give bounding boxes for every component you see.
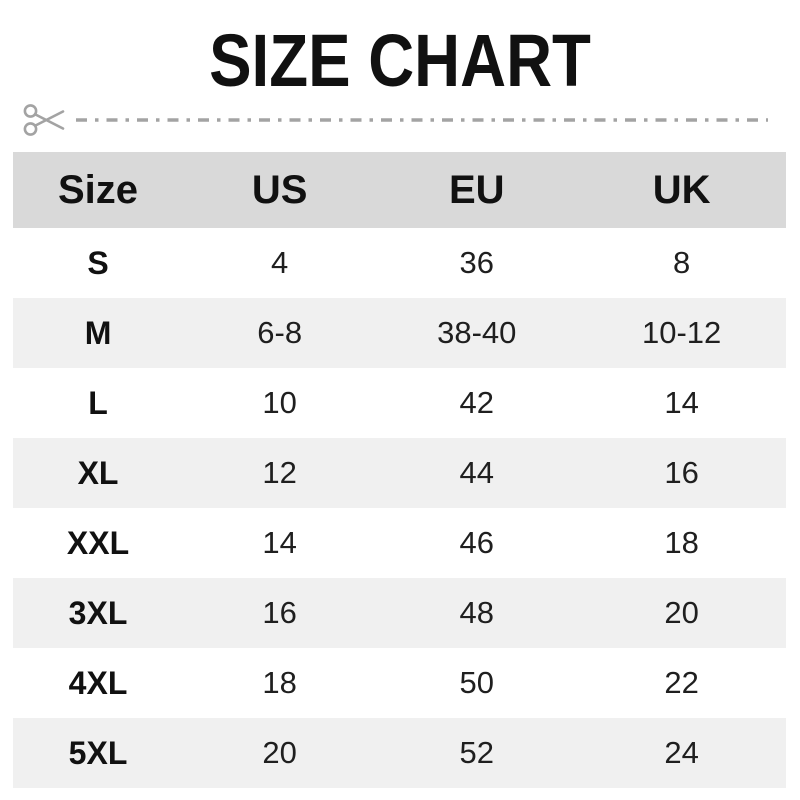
size-cell: 4XL [68,664,128,701]
eu-cell: 44 [459,455,495,490]
uk-cell: 24 [664,735,699,770]
us-cell: 6-8 [257,315,303,350]
scissors-icon [23,104,65,136]
size-chart-table: Size US EU UK S 4 36 8 M 6-8 38-40 10-12… [13,152,786,788]
us-cell: 16 [262,595,297,630]
size-cell: XL [77,454,119,491]
column-header-us: US [183,152,377,228]
dashed-cut-line [76,118,768,122]
size-cell: M [84,314,112,351]
cut-line [22,101,768,139]
uk-cell: 14 [664,385,699,420]
table-row: M 6-8 38-40 10-12 [13,298,786,368]
us-cell: 4 [271,245,289,280]
table-row: 5XL 20 52 24 [13,718,786,788]
page-title: SIZE CHART [0,24,800,98]
uk-cell: 22 [664,665,699,700]
table-row: 3XL 16 48 20 [13,578,786,648]
size-cell: S [87,244,109,281]
table-row: XL 12 44 16 [13,438,786,508]
us-cell: 20 [262,735,297,770]
us-cell: 10 [262,385,297,420]
page-title-text: SIZE CHART [209,19,591,102]
uk-cell: 18 [664,525,699,560]
eu-cell: 46 [459,525,495,560]
size-cell: XXL [66,524,130,561]
size-cell: L [88,384,108,421]
column-header-size: Size [13,152,184,228]
us-cell: 14 [262,525,297,560]
size-cell: 3XL [68,594,128,631]
us-cell: 18 [262,665,297,700]
uk-cell: 8 [673,245,691,280]
uk-cell: 16 [664,455,699,490]
eu-cell: 52 [459,735,495,770]
eu-cell: 48 [459,595,495,630]
table-row: 4XL 18 50 22 [13,648,786,718]
uk-cell: 10-12 [641,315,722,350]
header-row: Size US EU UK [13,152,786,228]
eu-cell: 50 [459,665,495,700]
uk-cell: 20 [664,595,699,630]
column-header-uk: UK [577,152,786,228]
table-row: XXL 14 46 18 [13,508,786,578]
eu-cell: 36 [459,245,495,280]
eu-cell: 38-40 [437,315,517,350]
us-cell: 12 [262,455,297,490]
table-row: S 4 36 8 [13,228,786,298]
eu-cell: 42 [459,385,495,420]
column-header-eu: EU [376,152,578,228]
size-cell: 5XL [68,734,128,771]
table-row: L 10 42 14 [13,368,786,438]
